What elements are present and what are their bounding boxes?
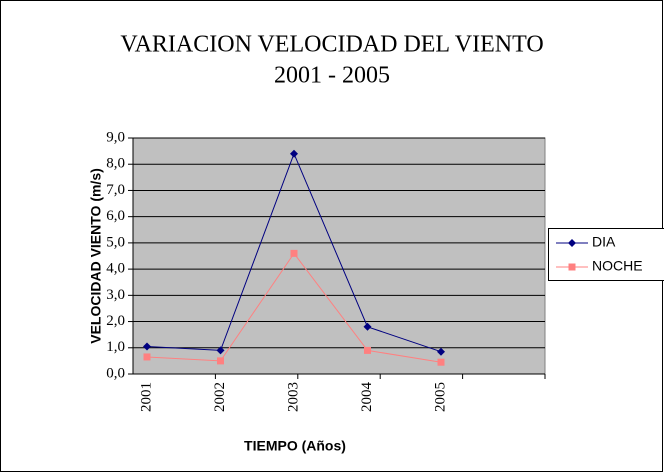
x-tick-label: 2004 <box>359 382 375 413</box>
y-tick-label: 9,0 <box>106 129 125 145</box>
marker <box>290 249 298 257</box>
y-tick-label: 3,0 <box>106 287 125 303</box>
marker <box>216 346 225 355</box>
legend-box <box>548 228 664 281</box>
x-tick-label: 2003 <box>285 382 301 412</box>
legend-label: NOCHE <box>592 258 643 274</box>
legend-label: DIA <box>592 234 616 250</box>
y-axis-label: VELOCIDAD VIENTO (m/s) <box>88 168 104 344</box>
y-tick-label: 6,0 <box>106 208 125 224</box>
marker <box>568 263 576 271</box>
marker <box>437 347 445 356</box>
y-tick-label: 5,0 <box>106 234 125 250</box>
legend: DIA NOCHE <box>548 228 664 281</box>
chart-title: VARIACION VELOCIDAD DEL VIENTO <box>120 32 543 58</box>
x-tick-label: 2002 <box>212 382 228 412</box>
marker <box>568 239 576 247</box>
y-tick-label: 7,0 <box>106 182 125 198</box>
marker <box>364 346 371 354</box>
marker <box>217 357 224 365</box>
marker <box>437 358 445 366</box>
x-axis-label: TIEMPO (Años) <box>244 438 346 454</box>
marker <box>143 342 151 351</box>
marker <box>363 322 372 331</box>
y-tick-label: 2,0 <box>106 313 125 329</box>
y-tick-label: 8,0 <box>106 156 125 172</box>
y-tick-label: 1,0 <box>106 339 125 355</box>
x-tick-label: 2001 <box>138 382 154 412</box>
marker <box>290 149 298 158</box>
x-tick-label: 2005 <box>432 382 448 412</box>
y-tick-label: 0,0 <box>106 365 125 381</box>
y-tick-label: 4,0 <box>106 261 125 277</box>
plot-area <box>132 137 546 375</box>
marker <box>143 353 151 361</box>
chart-subtitle: 2001 - 2005 <box>274 63 390 89</box>
